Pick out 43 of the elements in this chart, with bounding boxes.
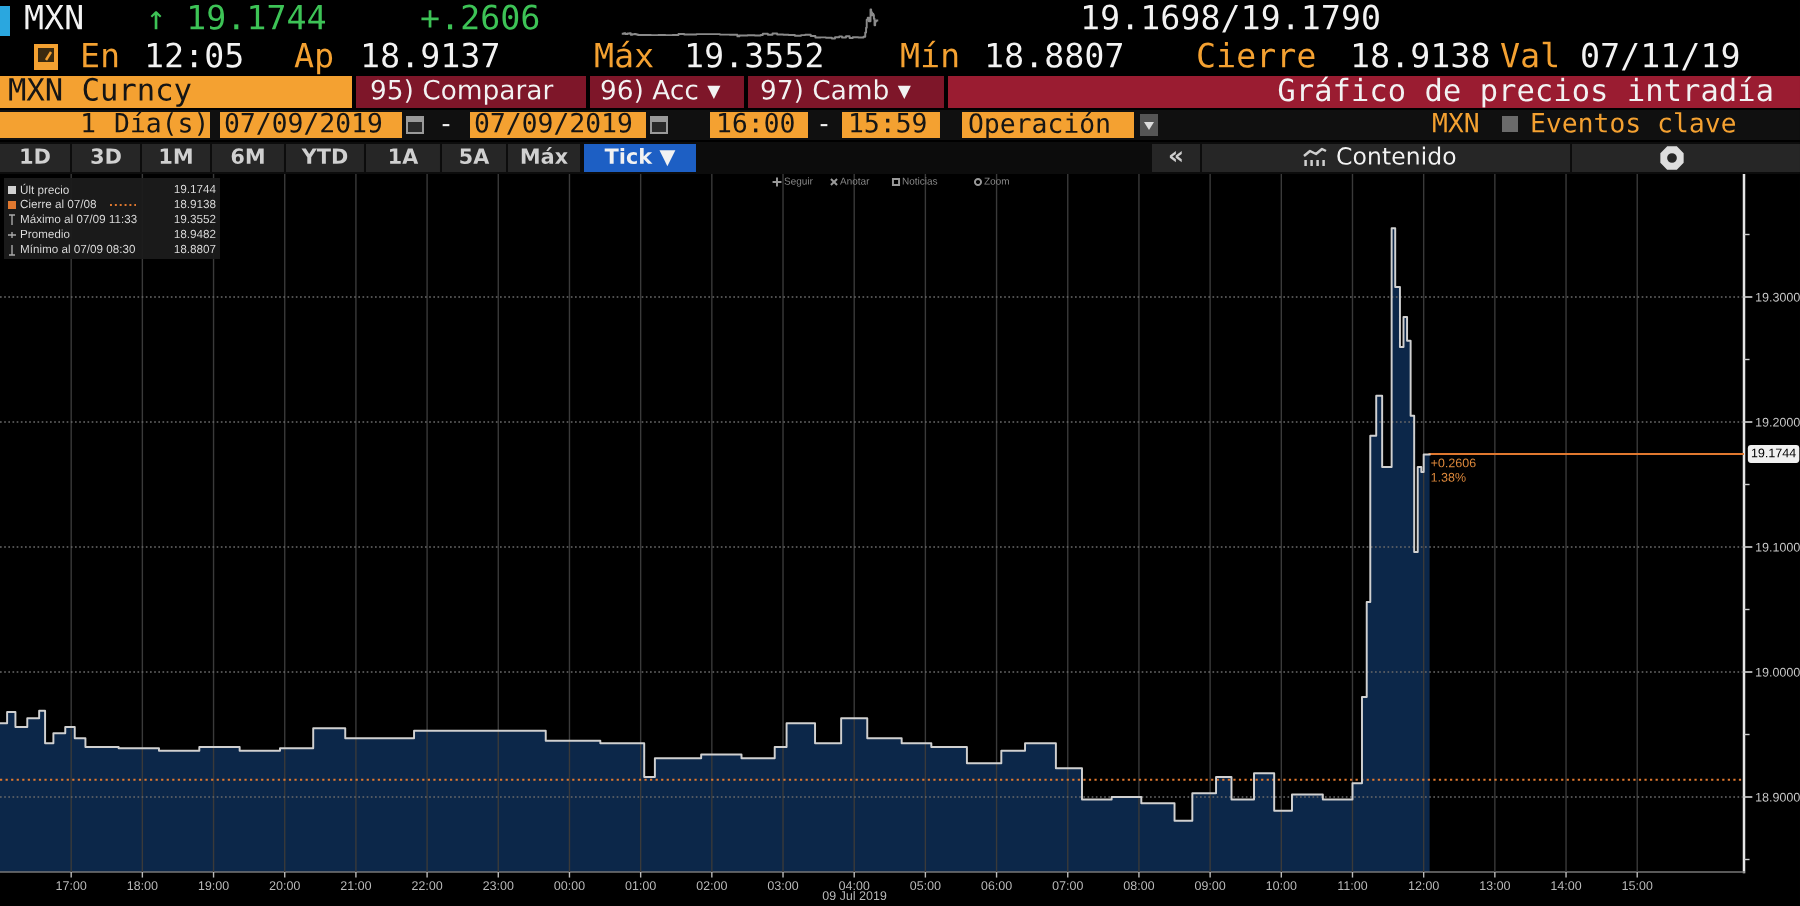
text: ↑ 19.1744 [150,4,326,30]
text: Máx [521,147,568,165]
text: MXN [25,4,82,30]
text: 5A [460,148,490,165]
text: 95) Comparar [371,79,554,105]
text: +.2606 [421,4,539,30]
text: 1D [21,148,50,164]
text: 12:05 [148,42,242,68]
text: Cierre [1198,41,1315,68]
text: - [820,124,828,127]
text: MXN Curncy [9,77,191,107]
text: 6M [231,148,264,165]
text: Contenido [1337,146,1456,165]
text: Eventos clave [1532,112,1735,133]
text: 07/11/19 [1582,42,1739,71]
text: 18.8807 [988,42,1122,68]
text: 1 [83,113,95,133]
text: Día(s) [115,111,204,136]
text: « [1169,150,1182,163]
text: 1M [160,148,192,164]
text: Mín [901,40,958,68]
text: 1A [390,148,419,164]
text: 18.9137 [364,42,498,68]
text: En [83,42,118,68]
text: 19.3552 [688,42,822,68]
text: 18.9138 [1354,42,1489,68]
text: Tick ▼ [604,147,676,167]
text: 07/09/2019 [225,112,382,135]
text: 16:00 [719,112,794,133]
text: 97) Camb ▾ [761,79,911,103]
text: 19.1698/19.1790 [1084,4,1379,33]
text: 96) Acc ▾ [601,79,721,103]
text: 15:59 [851,112,926,133]
text: Ap [294,42,333,75]
text: - [442,124,450,127]
text: Operación [969,111,1109,139]
text: Val [1500,41,1557,68]
text: 3D [91,148,121,165]
text: YTD [301,148,348,164]
text: MXN [1433,113,1478,133]
text: 07/09/2019 [475,112,632,135]
text: Máx [595,40,653,68]
chart-title: Gráfico de precios intradía [1278,76,1772,108]
